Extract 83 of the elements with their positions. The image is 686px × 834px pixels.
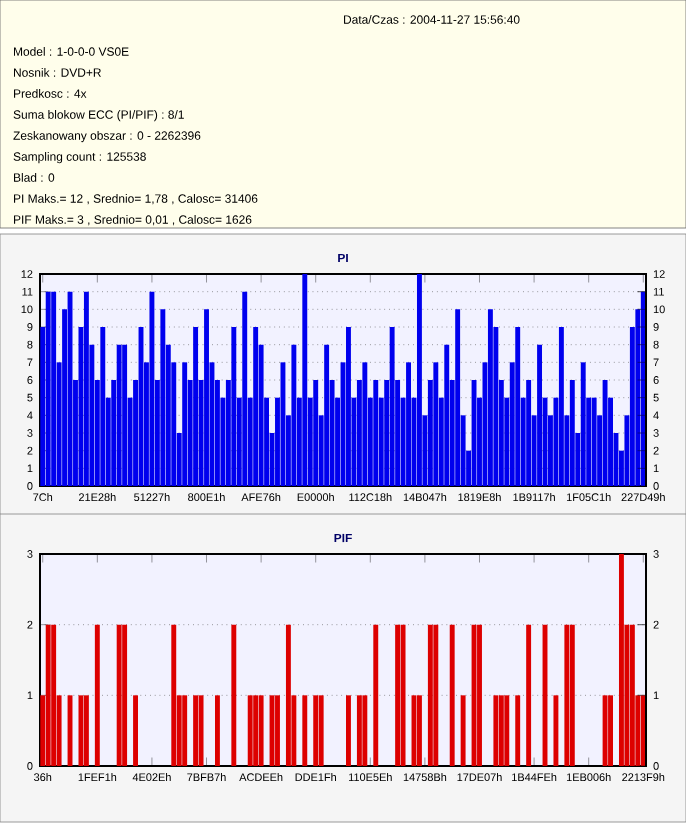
- bar: [253, 327, 259, 487]
- bar: [346, 327, 351, 487]
- bar: [406, 362, 411, 487]
- bar: [477, 624, 482, 766]
- bar: [51, 291, 57, 487]
- bar: [291, 344, 297, 487]
- bar: [362, 362, 368, 487]
- bar: [618, 554, 624, 766]
- bar: [193, 695, 199, 766]
- bar: [416, 274, 422, 487]
- bar: [231, 327, 237, 487]
- bar: [83, 695, 89, 766]
- bar: [285, 624, 291, 766]
- bar: [591, 397, 597, 487]
- bar: [313, 695, 319, 766]
- bar: [116, 344, 122, 487]
- bar: [629, 624, 635, 766]
- bar: [346, 695, 351, 766]
- bar: [515, 695, 521, 766]
- bar: [580, 362, 586, 487]
- bar: [400, 624, 406, 766]
- bar: [433, 624, 439, 766]
- bar: [302, 274, 308, 487]
- bar: [558, 327, 564, 487]
- bar: [116, 624, 122, 766]
- bar: [214, 695, 220, 766]
- bar: [449, 624, 455, 766]
- bar: [362, 695, 368, 766]
- bar: [313, 380, 319, 487]
- bar: [160, 309, 166, 487]
- bar: [253, 695, 259, 766]
- bar: [487, 309, 493, 487]
- bar: [258, 695, 264, 766]
- bar: [83, 291, 89, 487]
- bar: [433, 362, 439, 487]
- bar: [564, 624, 570, 766]
- bar: [602, 380, 608, 487]
- bar: [182, 362, 188, 487]
- bar: [204, 309, 209, 487]
- bar: [182, 695, 188, 766]
- bar: [395, 624, 401, 766]
- bar: [302, 695, 308, 766]
- bar: [526, 380, 532, 487]
- bar: [45, 624, 51, 766]
- bar: [242, 291, 248, 487]
- bar: [122, 344, 128, 487]
- bar: [280, 362, 286, 487]
- bar: [122, 624, 128, 766]
- bar: [318, 695, 324, 766]
- bar: [427, 624, 433, 766]
- bar: [608, 695, 613, 766]
- bar: [569, 380, 575, 487]
- bar: [498, 695, 504, 766]
- bar: [171, 624, 177, 766]
- bar: [275, 695, 280, 766]
- bar: [373, 380, 379, 487]
- bar: [198, 695, 204, 766]
- bar: [133, 695, 138, 766]
- bar: [553, 695, 559, 766]
- bar: [78, 695, 84, 766]
- bar: [455, 309, 461, 487]
- bar: [493, 695, 499, 766]
- bar: [100, 327, 106, 487]
- bar: [444, 344, 450, 487]
- bar: [526, 624, 532, 766]
- bar: [231, 624, 237, 766]
- bar: [389, 327, 395, 487]
- bar: [569, 624, 575, 766]
- bar: [460, 695, 466, 766]
- bar: [193, 327, 199, 487]
- bar: [149, 291, 155, 487]
- bar: [537, 344, 543, 487]
- bar: [247, 695, 253, 766]
- bar: [356, 695, 362, 766]
- bar: [602, 695, 608, 766]
- bar: [324, 344, 330, 487]
- bar: [504, 695, 510, 766]
- bar: [373, 624, 379, 766]
- bar: [416, 695, 422, 766]
- bar: [515, 327, 521, 487]
- bar: [45, 291, 51, 487]
- bar: [94, 624, 100, 766]
- bar: [51, 624, 57, 766]
